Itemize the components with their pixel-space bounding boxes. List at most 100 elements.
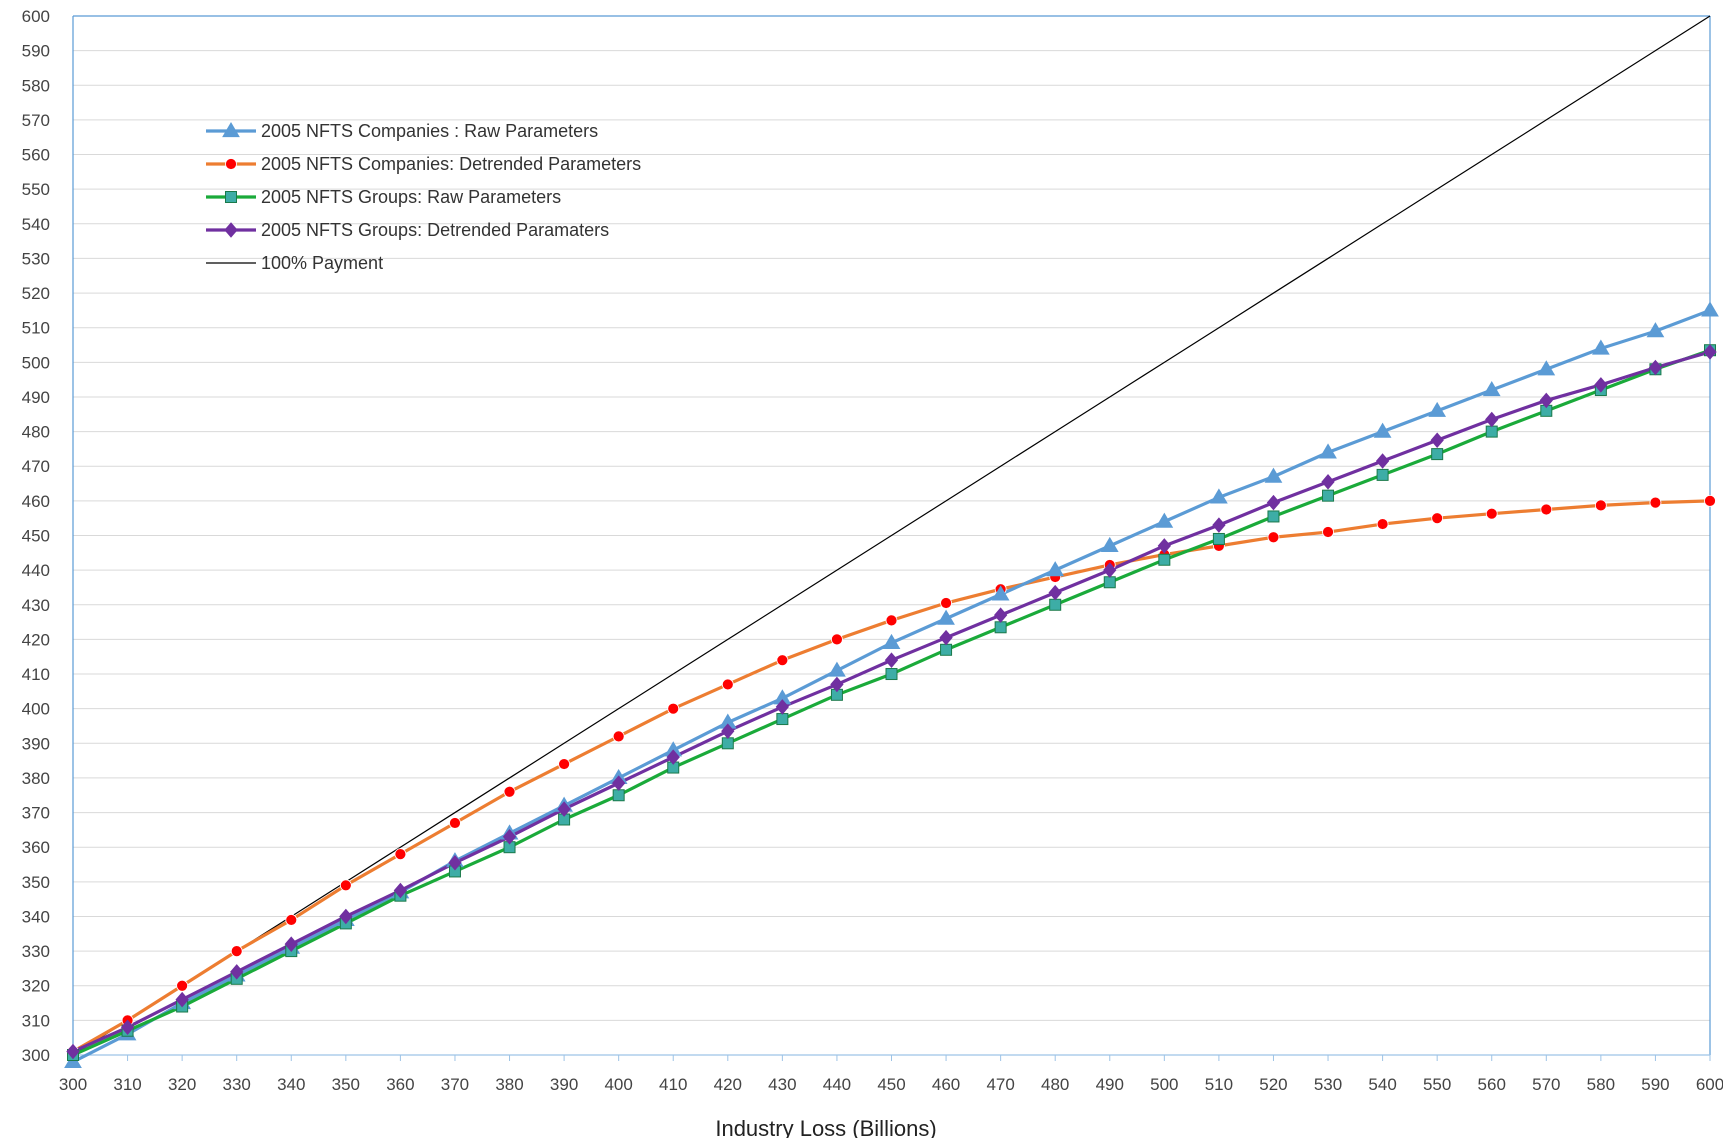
series-markers-3 xyxy=(66,344,1717,1060)
y-tick-label: 300 xyxy=(22,1046,50,1065)
data-point xyxy=(612,775,626,791)
data-point xyxy=(937,609,955,625)
legend-label: 100% Payment xyxy=(261,253,383,273)
x-tick-label: 550 xyxy=(1423,1075,1451,1094)
data-point xyxy=(776,654,789,667)
x-tick-label: 400 xyxy=(604,1075,632,1094)
axes xyxy=(72,15,1711,1061)
y-tick-label: 480 xyxy=(22,423,50,442)
data-point xyxy=(558,758,570,770)
data-point xyxy=(503,785,516,798)
data-point xyxy=(721,723,735,739)
data-point xyxy=(1540,503,1553,516)
data-point xyxy=(393,882,408,899)
data-point xyxy=(1703,344,1717,360)
data-point xyxy=(1376,468,1389,481)
x-tick-label: 450 xyxy=(877,1075,905,1094)
data-point xyxy=(830,676,844,693)
y-tick-label: 540 xyxy=(22,215,50,234)
data-point xyxy=(882,633,901,649)
data-point xyxy=(1212,517,1226,533)
y-tick-label: 580 xyxy=(22,76,50,95)
data-point xyxy=(1103,562,1117,578)
x-tick-label: 370 xyxy=(441,1075,469,1094)
data-point xyxy=(884,652,899,668)
y-tick-label: 400 xyxy=(22,700,50,719)
data-point xyxy=(775,699,790,715)
y-tick-label: 420 xyxy=(22,630,50,649)
x-tick-label: 360 xyxy=(386,1075,414,1094)
data-point xyxy=(721,737,734,750)
data-point xyxy=(1155,512,1174,528)
data-point xyxy=(1485,507,1498,520)
data-point xyxy=(831,633,843,646)
data-point xyxy=(176,979,189,992)
y-tick-label: 430 xyxy=(22,596,50,615)
data-point xyxy=(885,614,898,627)
legend-label: 2005 NFTS Groups: Detrended Paramaters xyxy=(261,220,609,240)
x-tick-label: 320 xyxy=(168,1075,196,1094)
data-point xyxy=(120,1019,135,1036)
x-tick-label: 380 xyxy=(495,1075,523,1094)
series-markers-2 xyxy=(67,344,1716,1061)
x-tick-label: 510 xyxy=(1205,1075,1233,1094)
x-tick-label: 560 xyxy=(1478,1075,1506,1094)
data-point xyxy=(1430,432,1444,449)
x-tick-label: 440 xyxy=(823,1075,851,1094)
data-point xyxy=(1539,392,1553,409)
data-point xyxy=(1649,496,1662,509)
data-point xyxy=(66,1043,80,1060)
data-point xyxy=(1212,532,1225,545)
data-point xyxy=(1485,411,1499,428)
series-line-0 xyxy=(72,308,1711,1064)
data-point xyxy=(502,829,517,845)
data-point xyxy=(1158,553,1171,566)
series-markers xyxy=(64,301,1719,1069)
data-point xyxy=(1264,467,1283,483)
x-tick-label: 500 xyxy=(1150,1075,1178,1094)
data-point xyxy=(1267,510,1280,523)
data-point xyxy=(1704,494,1716,507)
data-point xyxy=(612,730,625,743)
y-tick-label: 490 xyxy=(22,388,50,407)
y-tick-label: 470 xyxy=(22,457,50,476)
legend-label: 2005 NFTS Companies : Raw Parameters xyxy=(261,121,598,141)
data-point xyxy=(1431,448,1444,461)
data-point xyxy=(1049,598,1062,611)
data-point xyxy=(1701,301,1719,317)
y-tick-label: 570 xyxy=(22,111,50,130)
data-point xyxy=(1100,536,1119,552)
data-point xyxy=(721,678,734,691)
data-point xyxy=(339,879,352,892)
data-point xyxy=(1267,531,1280,544)
data-point xyxy=(1157,538,1171,554)
data-point xyxy=(940,643,953,656)
y-tick-label: 450 xyxy=(22,527,50,546)
x-tick-label: 530 xyxy=(1314,1075,1342,1094)
y-tick-label: 320 xyxy=(22,977,50,996)
data-point xyxy=(1537,360,1556,376)
x-tick-label: 490 xyxy=(1096,1075,1124,1094)
data-point xyxy=(1373,422,1392,438)
y-tick-label: 510 xyxy=(22,319,50,338)
y-tick-labels: 300 310 320 330 340 350 360 370 380 390 400 410 420 4… xyxy=(22,7,50,1065)
legend-swatch-marker xyxy=(225,158,237,170)
data-point xyxy=(667,702,680,715)
series-line-2 xyxy=(72,348,1711,1057)
data-point xyxy=(1048,584,1062,601)
data-point xyxy=(828,661,846,677)
data-point xyxy=(1482,381,1501,397)
series-line-1 xyxy=(72,499,1711,1053)
x-tick-label: 430 xyxy=(768,1075,796,1094)
y-tick-label: 590 xyxy=(22,42,50,61)
y-tick-label: 460 xyxy=(22,492,50,511)
y-tick-label: 330 xyxy=(22,942,50,961)
x-tick-label: 460 xyxy=(932,1075,960,1094)
data-point xyxy=(1594,499,1607,512)
y-tick-label: 530 xyxy=(22,249,50,268)
x-axis-title: Industry Loss (Billions) xyxy=(715,1116,936,1138)
x-tick-label: 540 xyxy=(1368,1075,1396,1094)
y-tick-label: 380 xyxy=(22,769,50,788)
data-point xyxy=(994,621,1007,634)
